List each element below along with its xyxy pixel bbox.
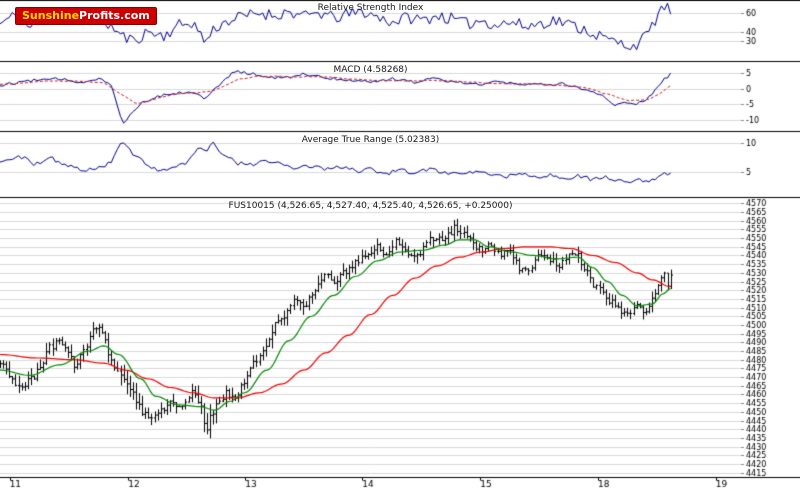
logo-text-profits: Profits.com (79, 9, 150, 22)
logo-text-sunshine: Sunshine (22, 9, 80, 22)
sunshine-profits-logo[interactable]: SunshineProfits.com (15, 7, 157, 25)
